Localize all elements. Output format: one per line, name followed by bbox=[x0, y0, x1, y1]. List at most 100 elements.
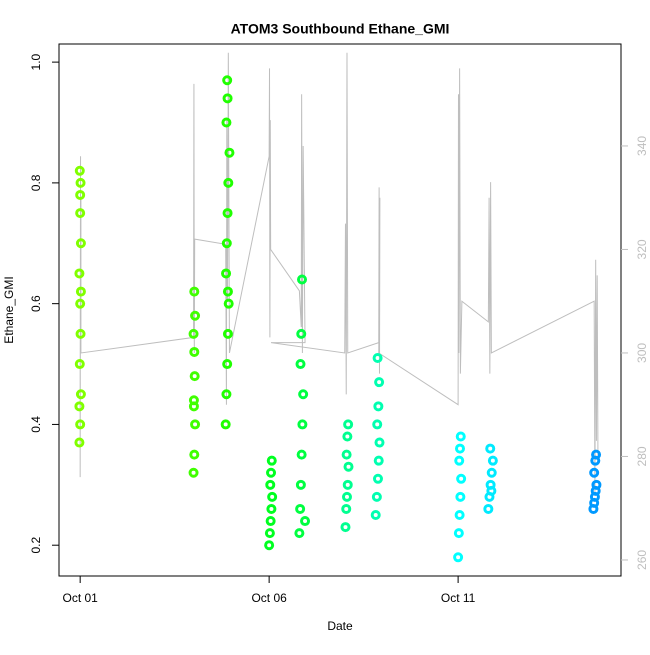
point bbox=[297, 419, 308, 430]
point bbox=[453, 552, 464, 563]
point bbox=[189, 449, 200, 460]
point bbox=[341, 503, 352, 514]
point bbox=[74, 359, 85, 370]
point bbox=[589, 467, 600, 478]
point bbox=[188, 328, 199, 339]
point bbox=[75, 238, 86, 249]
point bbox=[486, 467, 497, 478]
point bbox=[454, 455, 465, 466]
point bbox=[265, 516, 276, 527]
point bbox=[190, 310, 201, 321]
point bbox=[343, 419, 354, 430]
point bbox=[372, 473, 383, 484]
point bbox=[341, 491, 352, 502]
x-axis-label: Date bbox=[327, 619, 353, 633]
point bbox=[224, 147, 235, 158]
point bbox=[485, 443, 496, 454]
x-tick-label: Oct 11 bbox=[441, 591, 476, 605]
y2-tick-label: 340 bbox=[635, 136, 649, 156]
point bbox=[75, 189, 86, 200]
point bbox=[221, 268, 232, 279]
point bbox=[343, 461, 354, 472]
point bbox=[266, 467, 277, 478]
point bbox=[74, 401, 85, 412]
point bbox=[222, 93, 233, 104]
point bbox=[266, 455, 277, 466]
point bbox=[454, 510, 465, 521]
point bbox=[188, 401, 199, 412]
point bbox=[222, 286, 233, 297]
point bbox=[371, 491, 382, 502]
point bbox=[296, 449, 307, 460]
point bbox=[222, 208, 233, 219]
point bbox=[75, 208, 86, 219]
y2-line bbox=[79, 52, 599, 493]
point bbox=[221, 389, 232, 400]
point bbox=[456, 473, 467, 484]
point bbox=[189, 371, 200, 382]
point bbox=[372, 419, 383, 430]
y2-tick-label: 320 bbox=[635, 239, 649, 259]
point bbox=[74, 268, 85, 279]
point bbox=[222, 328, 233, 339]
point bbox=[267, 491, 278, 502]
point bbox=[342, 431, 353, 442]
point bbox=[370, 510, 381, 521]
y-tick-label: 0.8 bbox=[29, 174, 43, 191]
point bbox=[486, 485, 497, 496]
point bbox=[373, 401, 384, 412]
point bbox=[75, 328, 86, 339]
point bbox=[340, 522, 351, 533]
point bbox=[342, 479, 353, 490]
point bbox=[374, 437, 385, 448]
point bbox=[264, 528, 275, 539]
point bbox=[75, 419, 86, 430]
point bbox=[74, 165, 85, 176]
point bbox=[189, 286, 200, 297]
plot-frame bbox=[58, 43, 622, 577]
point bbox=[295, 479, 306, 490]
x-tick-label: Oct 01 bbox=[62, 591, 98, 605]
point bbox=[266, 503, 277, 514]
point bbox=[373, 455, 384, 466]
y-axis-label: Ethane_GMI bbox=[2, 276, 16, 343]
point bbox=[223, 298, 234, 309]
y2-tick-label: 260 bbox=[635, 550, 649, 570]
point bbox=[591, 479, 602, 490]
point bbox=[188, 467, 199, 478]
point bbox=[487, 455, 498, 466]
y2-tick-label: 280 bbox=[635, 446, 649, 466]
point bbox=[221, 117, 232, 128]
y-tick-label: 0.4 bbox=[29, 416, 43, 433]
point bbox=[75, 389, 86, 400]
point bbox=[453, 528, 464, 539]
point bbox=[222, 75, 233, 86]
y-tick-label: 1.0 bbox=[29, 53, 43, 70]
y-tick-label: 0.6 bbox=[29, 295, 43, 312]
y-tick-label: 0.2 bbox=[29, 537, 43, 554]
point bbox=[300, 516, 311, 527]
x-tick-label: Oct 06 bbox=[251, 591, 287, 605]
point bbox=[374, 377, 385, 388]
point bbox=[591, 449, 602, 460]
point bbox=[295, 503, 306, 514]
point bbox=[454, 443, 465, 454]
point bbox=[483, 503, 494, 514]
point bbox=[75, 298, 86, 309]
point bbox=[189, 346, 200, 357]
point bbox=[75, 177, 86, 188]
chart-title: ATOM3 Southbound Ethane_GMI bbox=[231, 21, 450, 37]
point bbox=[74, 437, 85, 448]
point bbox=[294, 528, 305, 539]
point bbox=[341, 449, 352, 460]
point bbox=[298, 389, 309, 400]
point bbox=[220, 419, 231, 430]
point bbox=[297, 274, 308, 285]
point bbox=[455, 491, 466, 502]
point bbox=[264, 540, 275, 551]
point bbox=[372, 353, 383, 364]
point bbox=[190, 419, 201, 430]
point bbox=[75, 286, 86, 297]
